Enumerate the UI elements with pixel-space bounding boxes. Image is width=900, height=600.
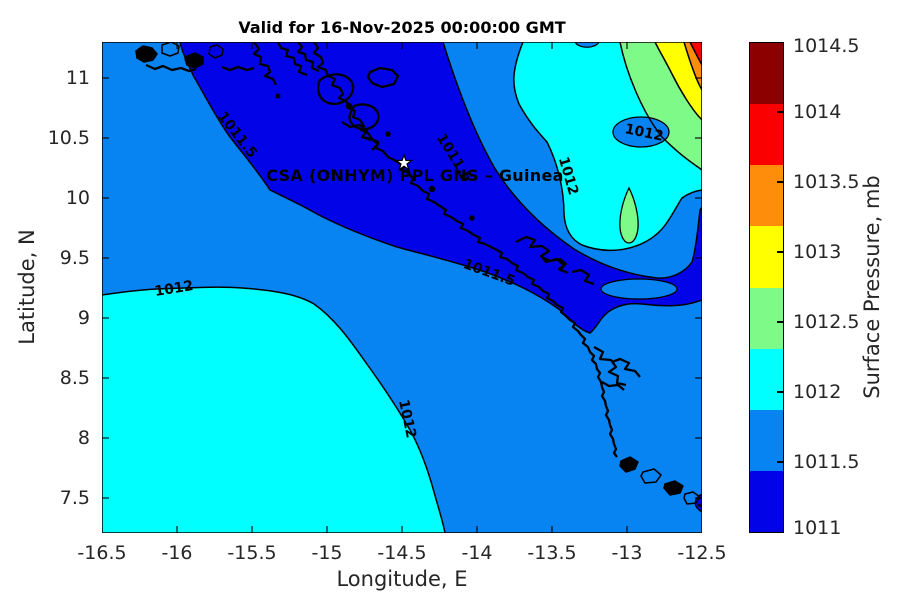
colorbar-band	[750, 470, 783, 532]
x-tick-label: -16	[161, 542, 193, 564]
pressure-blob-ne	[612, 116, 670, 148]
y-tick-label: 9.5	[59, 247, 90, 269]
colorbar-tick-mark	[777, 461, 783, 463]
x-tick-label: -14.5	[377, 542, 427, 564]
y-axis-label: Latitude, N	[15, 229, 39, 345]
y-tick-label: 10	[65, 187, 90, 209]
contour-map: 1011.5 1011.5 1012 1012 1011.5 1012 1012	[101, 41, 703, 534]
x-tick-label: -15.5	[227, 542, 277, 564]
x-tick-label: -16.5	[77, 542, 127, 564]
y-tick-label: 11	[65, 67, 90, 89]
colorbar-tick-label: 1014.5	[793, 35, 860, 57]
colorbar-band	[750, 43, 783, 105]
colorbar-band	[750, 409, 783, 471]
map-plot-area: 1011.5 1011.5 1012 1012 1011.5 1012 1012…	[101, 41, 703, 534]
x-axis-label: Longitude, E	[336, 567, 468, 591]
colorbar-band	[750, 104, 783, 166]
contour-lines	[101, 41, 703, 534]
colorbar-tick-label: 1013	[793, 241, 842, 263]
x-tick-label: -15	[311, 542, 343, 564]
x-tick-label: -14	[461, 542, 493, 564]
pressure-region-sw-1012	[102, 287, 445, 533]
y-tick-label: 8	[77, 427, 90, 449]
plot-title: Valid for 16-Nov-2025 00:00:00 GMT	[238, 18, 566, 37]
colorbar-tick-mark	[777, 391, 783, 393]
coastline	[145, 41, 703, 508]
station-star-icon	[394, 153, 414, 171]
colorbar-tick-label: 1012.5	[793, 311, 860, 333]
contour-label: 1012	[623, 121, 664, 145]
colorbar-tick-label: 1011	[793, 517, 842, 539]
y-tick-label: 9	[77, 307, 90, 329]
pressure-blob-east	[600, 278, 678, 300]
colorbar-tick-mark	[777, 251, 783, 253]
colorbar-tick-label: 1014	[793, 101, 842, 123]
x-tick-label: -13.5	[527, 542, 577, 564]
colorbar	[749, 42, 784, 533]
colorbar-tick-label: 1012	[793, 381, 842, 403]
x-tick-label: -13	[611, 542, 643, 564]
colorbar-band	[750, 226, 783, 288]
islands	[135, 41, 701, 505]
colorbar-tick-label: 1013.5	[793, 171, 860, 193]
colorbar-band	[750, 165, 783, 227]
colorbar-tick-mark	[777, 111, 783, 113]
colorbar-tick-mark	[777, 321, 783, 323]
pressure-teardrop-1012p5	[619, 186, 639, 244]
axis-tick-marks	[101, 42, 703, 533]
x-tick-label: -12.5	[677, 542, 727, 564]
contour-label: 1012	[154, 278, 195, 300]
pressure-region-low-1011	[180, 42, 702, 333]
y-tick-label: 10.5	[47, 127, 90, 149]
y-tick-label: 8.5	[59, 367, 90, 389]
y-tick-label: 7.5	[59, 487, 90, 509]
colorbar-axis-label: Surface Pressure, mb	[860, 175, 884, 399]
contour-label: 1012	[395, 398, 419, 439]
colorbar-band	[750, 348, 783, 410]
colorbar-tick-label: 1011.5	[793, 451, 860, 473]
colorbar-tick-mark	[777, 181, 783, 183]
colorbar-band	[750, 287, 783, 349]
